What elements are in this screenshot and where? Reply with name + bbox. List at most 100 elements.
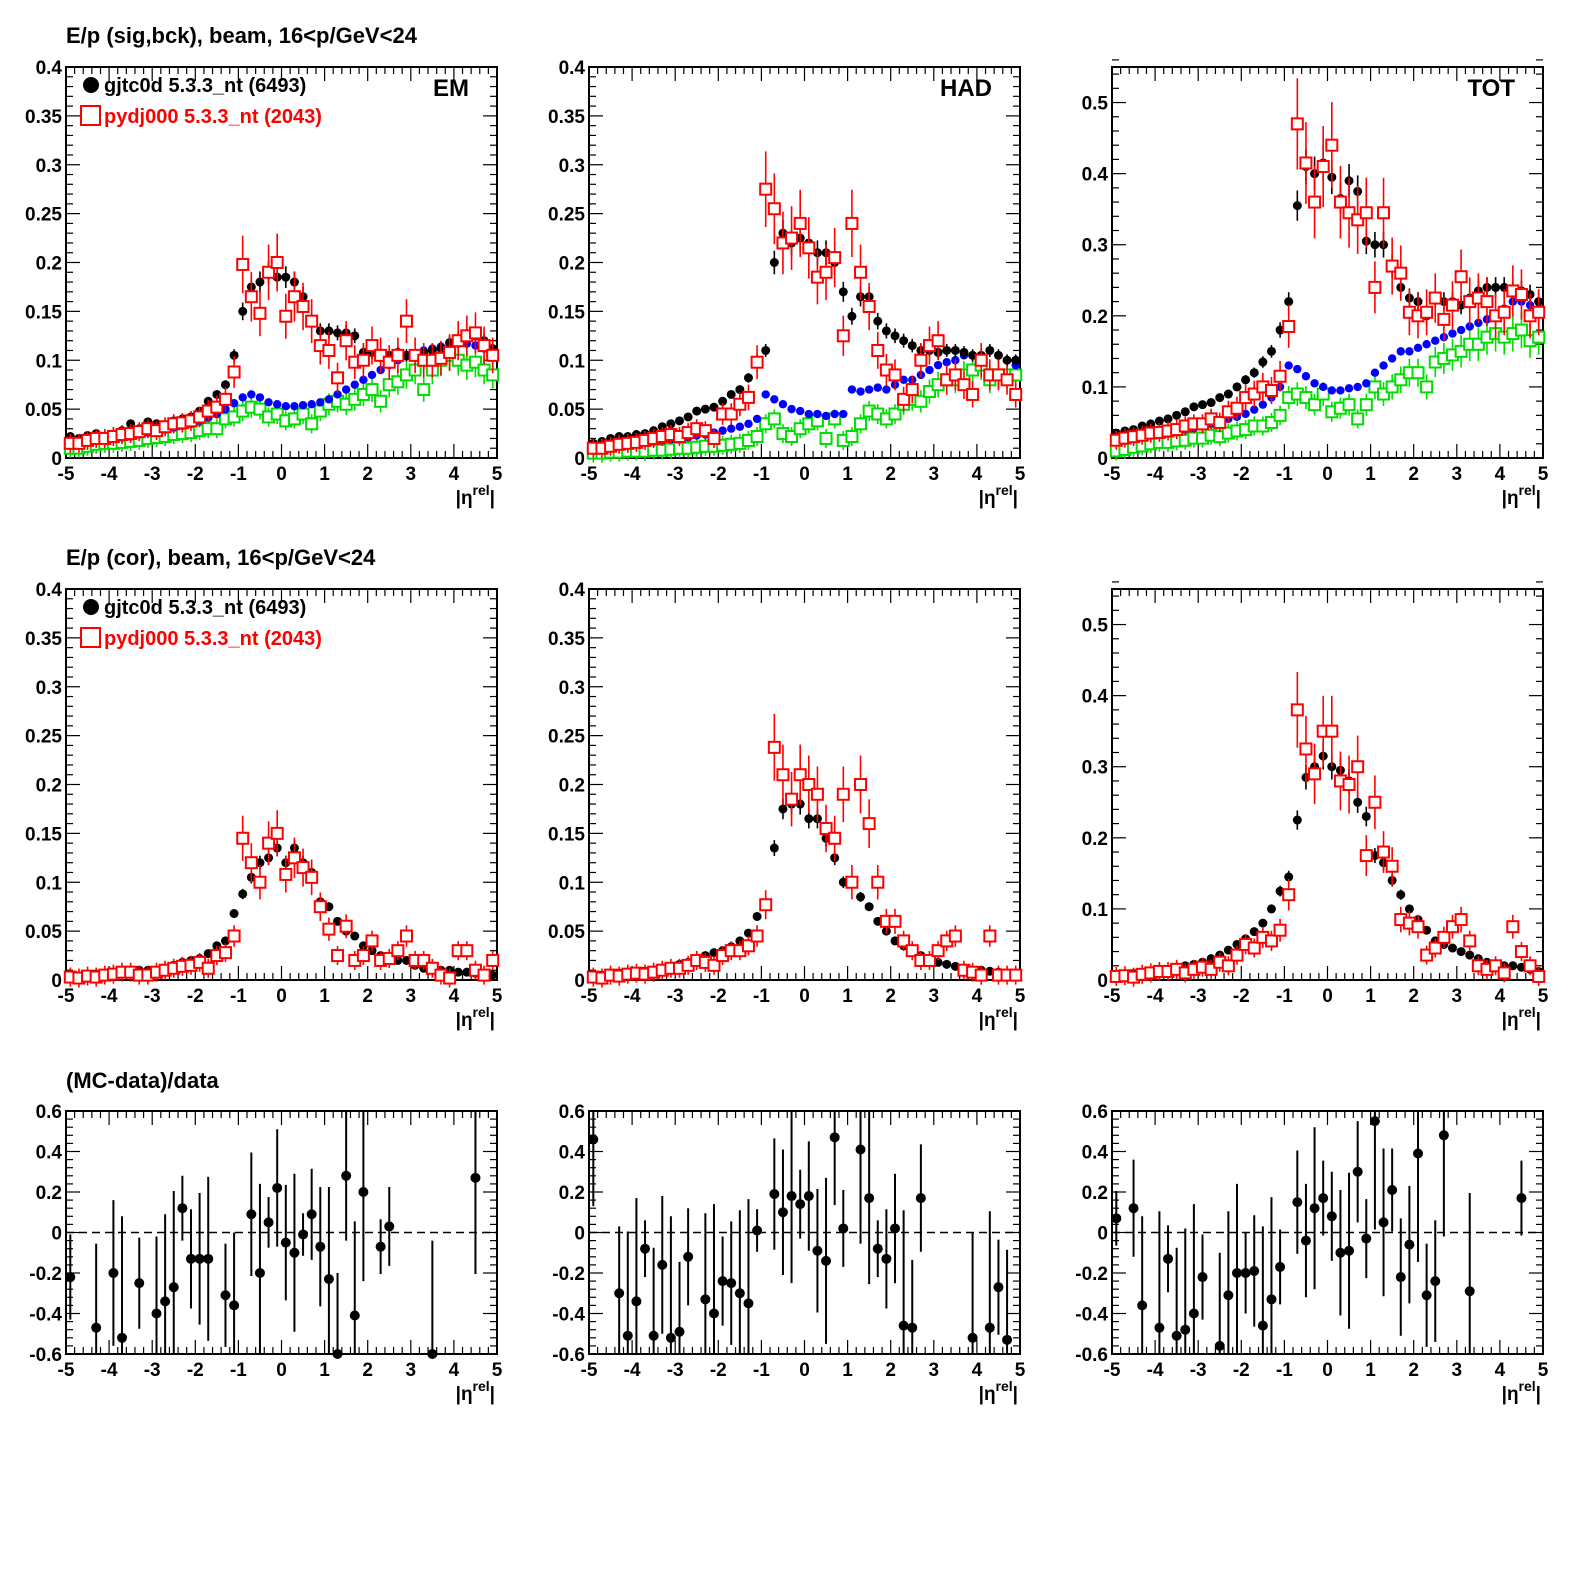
legend-marker-mc xyxy=(80,105,101,126)
data-point xyxy=(1273,408,1287,422)
data-point xyxy=(1368,280,1382,294)
data-point xyxy=(1009,387,1023,401)
data-point xyxy=(1394,266,1408,280)
data-point xyxy=(925,365,934,375)
data-point xyxy=(1318,382,1328,392)
x-axis-label-main: |η xyxy=(1502,488,1519,509)
x-tick-label: 3 xyxy=(406,1360,417,1381)
data-point xyxy=(839,409,848,419)
data-point xyxy=(1454,913,1468,927)
panel-4: -5 -4 -3 -2 -1 0 1 2 3 4 5 0 0.05 0.1 0.15 0.2 0.25 0.3 0.… xyxy=(25,580,503,1031)
data-point xyxy=(622,1330,633,1341)
data-point xyxy=(1266,904,1276,914)
data-point xyxy=(313,900,327,914)
data-point xyxy=(356,949,370,963)
x-axis-label-main: |η xyxy=(456,1384,473,1405)
data-point xyxy=(339,334,353,348)
data-point xyxy=(1284,297,1294,307)
data-point xyxy=(854,265,868,279)
data-point xyxy=(804,814,814,824)
data-point xyxy=(382,355,396,369)
data-point xyxy=(828,251,842,265)
data-point xyxy=(246,1209,257,1220)
x-axis-label-sup: rel xyxy=(1519,482,1536,498)
y-tick-label: 0.4 xyxy=(559,1143,586,1164)
x-axis-label-main: |η xyxy=(456,488,473,509)
data-point xyxy=(888,368,902,382)
data-point xyxy=(856,387,865,396)
data-point xyxy=(959,347,969,357)
data-point xyxy=(864,902,874,912)
data-point xyxy=(1420,380,1434,394)
y-tick-label: 0.4 xyxy=(36,580,63,601)
data-point xyxy=(374,348,388,362)
x-tick-label: -4 xyxy=(101,986,118,1007)
data-point xyxy=(1264,383,1278,397)
data-point xyxy=(942,345,952,355)
data-point xyxy=(365,934,379,948)
y-tick-label: 0.25 xyxy=(25,205,62,226)
x-tick-label: 4 xyxy=(1495,464,1506,485)
data-point xyxy=(203,1253,214,1264)
data-point xyxy=(1413,1148,1424,1159)
data-point xyxy=(614,1288,625,1299)
x-tick-label: 3 xyxy=(929,1360,940,1381)
x-tick-label: -4 xyxy=(624,1360,641,1381)
x-tick-label: 2 xyxy=(362,986,373,1007)
y-tick-label: 0.1 xyxy=(1082,378,1109,399)
data-point xyxy=(795,1199,806,1210)
data-point xyxy=(862,817,876,831)
x-tick-label: -4 xyxy=(1147,986,1164,1007)
data-point xyxy=(1327,762,1337,772)
y-tick-label: 0 xyxy=(51,971,62,992)
x-axis-label-sup: rel xyxy=(996,482,1013,498)
data-point xyxy=(786,1191,797,1202)
y-tick-label: 0.25 xyxy=(25,727,62,748)
data-point xyxy=(899,375,908,384)
data-point xyxy=(247,390,256,399)
panel-5: -5 -4 -3 -2 -1 0 1 2 3 4 5 0 0.05 0.1 0.15 0.2 0.25 0.3 0.… xyxy=(548,580,1026,1031)
data-point xyxy=(907,1322,918,1333)
x-axis-label-sup: rel xyxy=(473,1004,490,1020)
data-point xyxy=(331,949,345,963)
y-tick-label: 0.05 xyxy=(548,922,585,943)
x-tick-label: -3 xyxy=(144,464,161,485)
x-tick-label: 5 xyxy=(1538,464,1549,485)
data-point xyxy=(759,898,773,912)
y-tick-label: 0.5 xyxy=(1082,94,1109,115)
x-tick-label: -2 xyxy=(1233,986,1250,1007)
x-tick-label: -1 xyxy=(753,1360,770,1381)
data-point xyxy=(341,1170,352,1181)
x-tick-label: 1 xyxy=(1365,464,1376,485)
data-point xyxy=(1411,366,1425,380)
data-point xyxy=(254,1268,265,1278)
data-point xyxy=(65,1272,76,1283)
data-point xyxy=(942,959,952,969)
data-point xyxy=(648,1330,659,1341)
data-point xyxy=(750,429,764,443)
data-point xyxy=(1232,382,1242,392)
panel-9: -5 -4 -3 -2 -1 0 1 2 3 4 5 -0.6 -0.4 -0.2 0 0.2 0.4 0.6 |η… xyxy=(1075,1102,1548,1405)
data-point xyxy=(726,389,736,399)
data-point xyxy=(220,1290,231,1301)
data-point xyxy=(1301,372,1311,381)
x-tick-label: 1 xyxy=(842,986,853,1007)
data-point xyxy=(229,399,239,408)
data-point xyxy=(767,412,781,426)
data-point xyxy=(993,350,1003,360)
x-axis-label: |ηrel| xyxy=(1502,1378,1541,1405)
data-point xyxy=(813,409,822,419)
data-point xyxy=(307,400,316,409)
legend: gjtc0d 5.3.3_nt (6493) pydj000 5.3.3_nt (… xyxy=(80,75,322,128)
data-point xyxy=(359,375,368,384)
data-point xyxy=(151,1308,162,1319)
data-point xyxy=(477,339,491,353)
data-point xyxy=(1377,845,1391,859)
x-tick-label: 2 xyxy=(362,1360,373,1381)
data-point xyxy=(460,944,474,958)
data-point xyxy=(1368,795,1382,809)
y-tick-label: 0.35 xyxy=(25,629,62,650)
data-point xyxy=(1514,287,1528,301)
data-point xyxy=(1316,160,1330,174)
y-tick-label: 0.35 xyxy=(25,107,62,128)
